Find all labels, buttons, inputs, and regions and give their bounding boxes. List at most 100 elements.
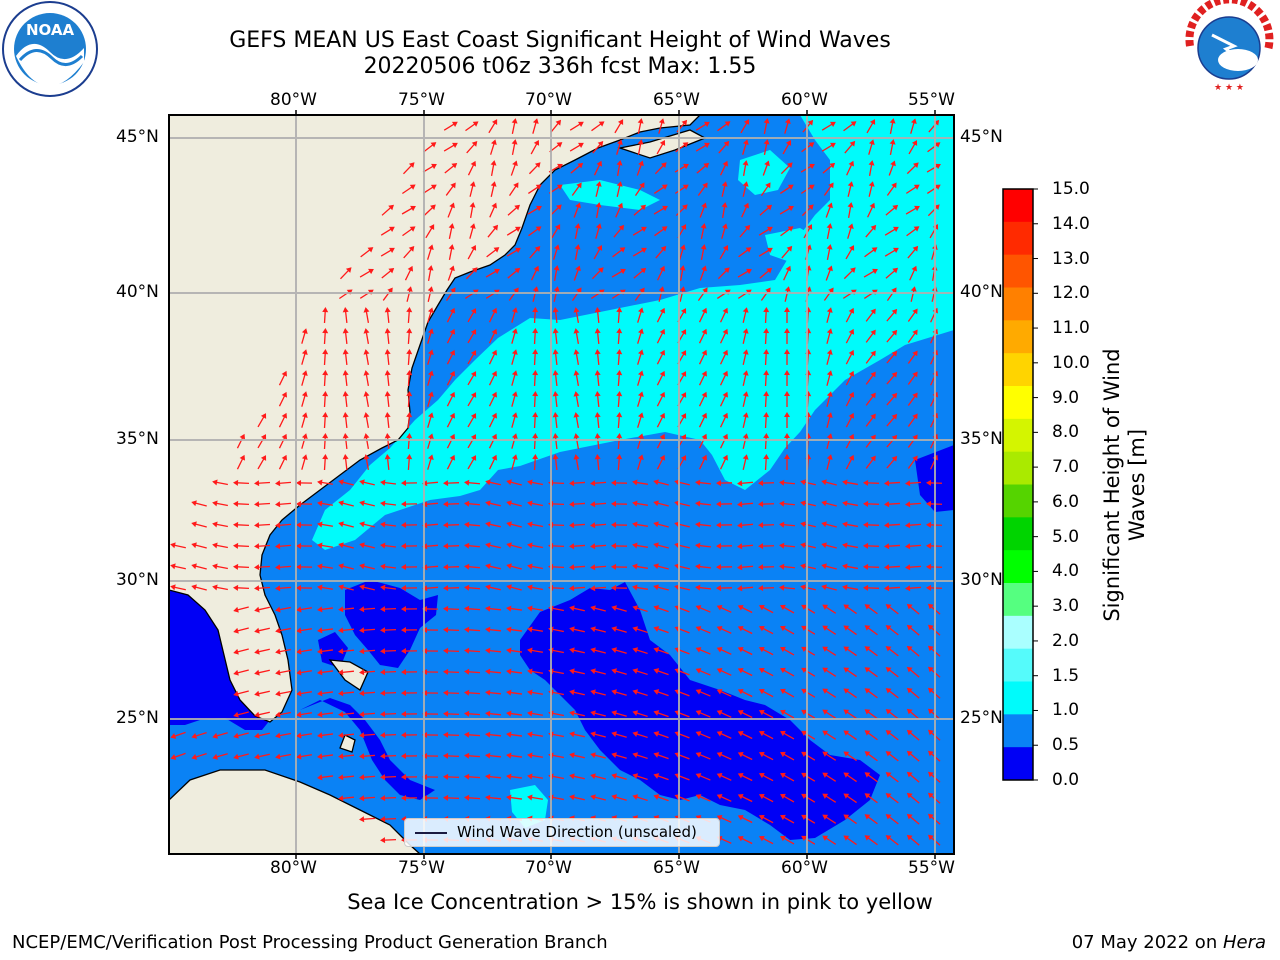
- wave-direction-arrow: [317, 669, 334, 676]
- wave-direction-arrow: [467, 413, 477, 428]
- wave-direction-arrow: [443, 121, 458, 131]
- wave-direction-arrow: [384, 307, 391, 324]
- wave-direction-arrow: [532, 118, 539, 134]
- wave-direction-arrow: [359, 753, 376, 760]
- colorbar-label: 9.0: [1052, 387, 1080, 408]
- wave-direction-arrow: [654, 162, 667, 175]
- wave-direction-arrow: [653, 500, 669, 507]
- colorbar-label: 2.0: [1052, 630, 1080, 651]
- wave-direction-arrow: [784, 412, 790, 428]
- wave-direction-arrow: [506, 731, 523, 738]
- wave-direction-arrow: [783, 265, 791, 281]
- wave-direction-arrow: [464, 668, 481, 675]
- wave-direction-arrow: [530, 139, 540, 155]
- wave-direction-arrow: [737, 772, 753, 782]
- wave-direction-arrow: [296, 563, 313, 570]
- wave-direction-arrow: [342, 370, 349, 387]
- lat-tick-left-25n: 25°N: [116, 708, 159, 728]
- wave-direction-arrow: [527, 542, 543, 549]
- wave-direction-arrow: [634, 182, 645, 196]
- wave-direction-arrow: [886, 371, 898, 385]
- wave-direction-arrow: [403, 162, 415, 175]
- wave-direction-arrow: [275, 627, 291, 634]
- wave-direction-arrow: [737, 585, 754, 592]
- lon-tick-bottom-70w: 70°W: [525, 858, 572, 878]
- wave-direction-arrow: [380, 521, 397, 528]
- wave-direction-arrow: [822, 688, 837, 698]
- wave-direction-arrow: [695, 521, 712, 528]
- wave-direction-arrow: [906, 750, 920, 762]
- wave-direction-arrow: [721, 202, 728, 218]
- wave-direction-arrow: [737, 814, 753, 824]
- wave-direction-arrow: [590, 543, 607, 550]
- wave-direction-arrow: [191, 521, 207, 528]
- wave-direction-arrow: [446, 349, 456, 365]
- wave-direction-arrow: [380, 627, 397, 634]
- wave-direction-arrow: [590, 647, 606, 654]
- wave-direction-arrow: [758, 247, 773, 257]
- wave-direction-arrow: [380, 500, 397, 507]
- wave-direction-arrow: [296, 753, 313, 760]
- wave-direction-arrow: [907, 350, 918, 364]
- wave-direction-arrow: [488, 370, 498, 386]
- wave-direction-arrow: [569, 773, 585, 780]
- wave-direction-arrow: [485, 542, 501, 549]
- wave-direction-arrow: [236, 454, 246, 470]
- chart-title-line2: 20220506 t06z 336h fcst Max: 1.55: [363, 54, 757, 79]
- wave-direction-arrow: [658, 118, 665, 134]
- wave-direction-arrow: [569, 480, 586, 487]
- wave-direction-arrow: [613, 224, 625, 238]
- lat-tick-left-30n: 30°N: [116, 570, 159, 590]
- wave-direction-arrow: [380, 606, 397, 613]
- wave-direction-arrow: [553, 286, 560, 302]
- wave-direction-arrow: [569, 794, 585, 801]
- wave-direction-arrow: [611, 731, 627, 738]
- wave-direction-arrow: [403, 246, 415, 259]
- wave-direction-arrow: [885, 625, 899, 636]
- colorbar-segment: [1003, 747, 1033, 781]
- wave-direction-arrow: [488, 454, 498, 470]
- colorbar-label: 8.0: [1052, 422, 1080, 443]
- wave-direction-arrow: [254, 690, 270, 697]
- wave-direction-arrow: [742, 349, 749, 365]
- wave-direction-arrow: [633, 204, 647, 216]
- wave-direction-arrow: [464, 752, 481, 759]
- wave-direction-arrow: [488, 119, 498, 134]
- wave-direction-arrow: [742, 160, 749, 176]
- wave-direction-arrow: [464, 647, 481, 654]
- wave-direction-arrow: [591, 121, 605, 132]
- wave-direction-arrow: [527, 647, 543, 654]
- wave-direction-arrow: [863, 542, 880, 549]
- wave-direction-arrow: [443, 501, 460, 508]
- wave-direction-arrow: [464, 689, 481, 696]
- wave-direction-arrow: [527, 563, 543, 570]
- wave-direction-arrow: [758, 501, 775, 508]
- wave-direction-arrow: [233, 648, 249, 655]
- wave-direction-arrow: [322, 370, 329, 387]
- wave-direction-arrow: [801, 709, 816, 719]
- wave-direction-arrow: [616, 181, 623, 197]
- wave-direction-arrow: [800, 542, 816, 549]
- noaa-logo-text: NOAA: [26, 21, 75, 39]
- wave-direction-arrow: [384, 412, 391, 429]
- wave-direction-arrow: [363, 391, 370, 407]
- wave-direction-arrow: [191, 752, 207, 760]
- wave-direction-arrow: [506, 710, 523, 717]
- wave-direction-arrow: [443, 543, 460, 550]
- wave-direction-arrow: [905, 501, 922, 508]
- wave-direction-arrow: [632, 773, 648, 781]
- wave-direction-arrow: [719, 349, 728, 365]
- wave-direction-arrow: [695, 500, 712, 507]
- wave-direction-arrow: [380, 669, 397, 676]
- wave-direction-arrow: [317, 690, 334, 697]
- wave-direction-arrow: [758, 226, 773, 236]
- wave-direction-arrow: [864, 751, 878, 762]
- wave-direction-arrow: [611, 268, 626, 278]
- wave-direction-arrow: [488, 328, 498, 344]
- wave-direction-arrow: [695, 479, 712, 486]
- wave-direction-arrow: [342, 454, 349, 471]
- wave-direction-arrow: [359, 627, 376, 634]
- wave-direction-arrow: [821, 584, 837, 591]
- wave-direction-arrow: [763, 307, 770, 324]
- wave-direction-arrow: [506, 500, 522, 507]
